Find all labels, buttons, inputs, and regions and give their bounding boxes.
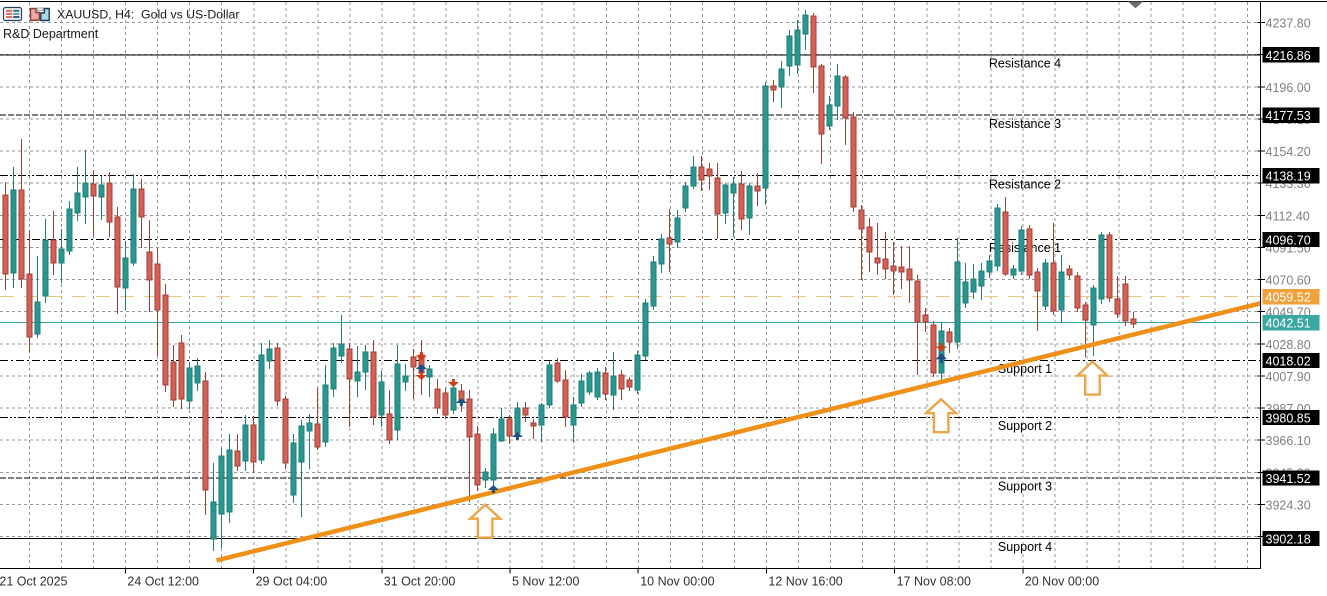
- svg-text:20 Nov 00:00: 20 Nov 00:00: [1025, 575, 1099, 589]
- svg-text:3924.30: 3924.30: [1266, 498, 1311, 512]
- svg-text:4196.00: 4196.00: [1266, 81, 1311, 95]
- svg-text:4177.53: 4177.53: [1266, 109, 1311, 123]
- svg-text:4070.60: 4070.60: [1266, 274, 1311, 288]
- svg-text:3941.52: 3941.52: [1266, 472, 1311, 486]
- svg-text:Support 3: Support 3: [998, 480, 1052, 494]
- svg-text:4042.51: 4042.51: [1266, 317, 1311, 331]
- svg-text:Support 2: Support 2: [998, 419, 1052, 433]
- svg-text:4237.80: 4237.80: [1266, 17, 1311, 31]
- svg-text:3980.85: 3980.85: [1266, 412, 1311, 426]
- svg-text:10 Nov 00:00: 10 Nov 00:00: [640, 575, 714, 589]
- svg-text:Support 4: Support 4: [998, 540, 1052, 554]
- svg-text:12 Nov 16:00: 12 Nov 16:00: [768, 575, 842, 589]
- svg-text:4007.90: 4007.90: [1266, 370, 1311, 384]
- svg-text:3902.18: 3902.18: [1266, 532, 1311, 546]
- svg-text:29 Oct 04:00: 29 Oct 04:00: [256, 575, 328, 589]
- svg-text:Resistance 3: Resistance 3: [989, 117, 1061, 131]
- svg-text:31 Oct 20:00: 31 Oct 20:00: [384, 575, 456, 589]
- svg-text:XAUUSD, H4: Gold vs US-Dollar: XAUUSD, H4: Gold vs US-Dollar: [57, 8, 239, 22]
- svg-text:4154.20: 4154.20: [1266, 145, 1311, 159]
- svg-text:R&D Department: R&D Department: [3, 27, 99, 41]
- svg-text:4216.86: 4216.86: [1266, 49, 1311, 63]
- svg-text:4059.52: 4059.52: [1266, 291, 1311, 305]
- svg-text:Resistance 2: Resistance 2: [989, 177, 1061, 191]
- svg-text:5 Nov 12:00: 5 Nov 12:00: [512, 575, 579, 589]
- svg-text:21 Oct 2025: 21 Oct 2025: [0, 575, 68, 589]
- svg-text:3966.10: 3966.10: [1266, 434, 1311, 448]
- svg-text:4112.40: 4112.40: [1266, 209, 1310, 223]
- svg-text:4028.80: 4028.80: [1266, 338, 1311, 352]
- svg-text:17 Nov 08:00: 17 Nov 08:00: [897, 575, 971, 589]
- svg-text:4018.02: 4018.02: [1266, 354, 1311, 368]
- svg-text:4138.19: 4138.19: [1266, 170, 1311, 184]
- svg-text:4096.70: 4096.70: [1266, 234, 1311, 248]
- svg-text:24 Oct 12:00: 24 Oct 12:00: [127, 575, 199, 589]
- svg-text:Resistance 4: Resistance 4: [989, 57, 1061, 71]
